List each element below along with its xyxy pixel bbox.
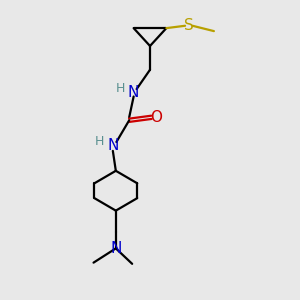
Text: N: N [110, 241, 122, 256]
Text: N: N [128, 85, 139, 100]
Text: H: H [116, 82, 125, 95]
Text: N: N [107, 138, 118, 153]
Text: S: S [184, 18, 194, 33]
Text: O: O [150, 110, 162, 125]
Text: H: H [95, 136, 104, 148]
